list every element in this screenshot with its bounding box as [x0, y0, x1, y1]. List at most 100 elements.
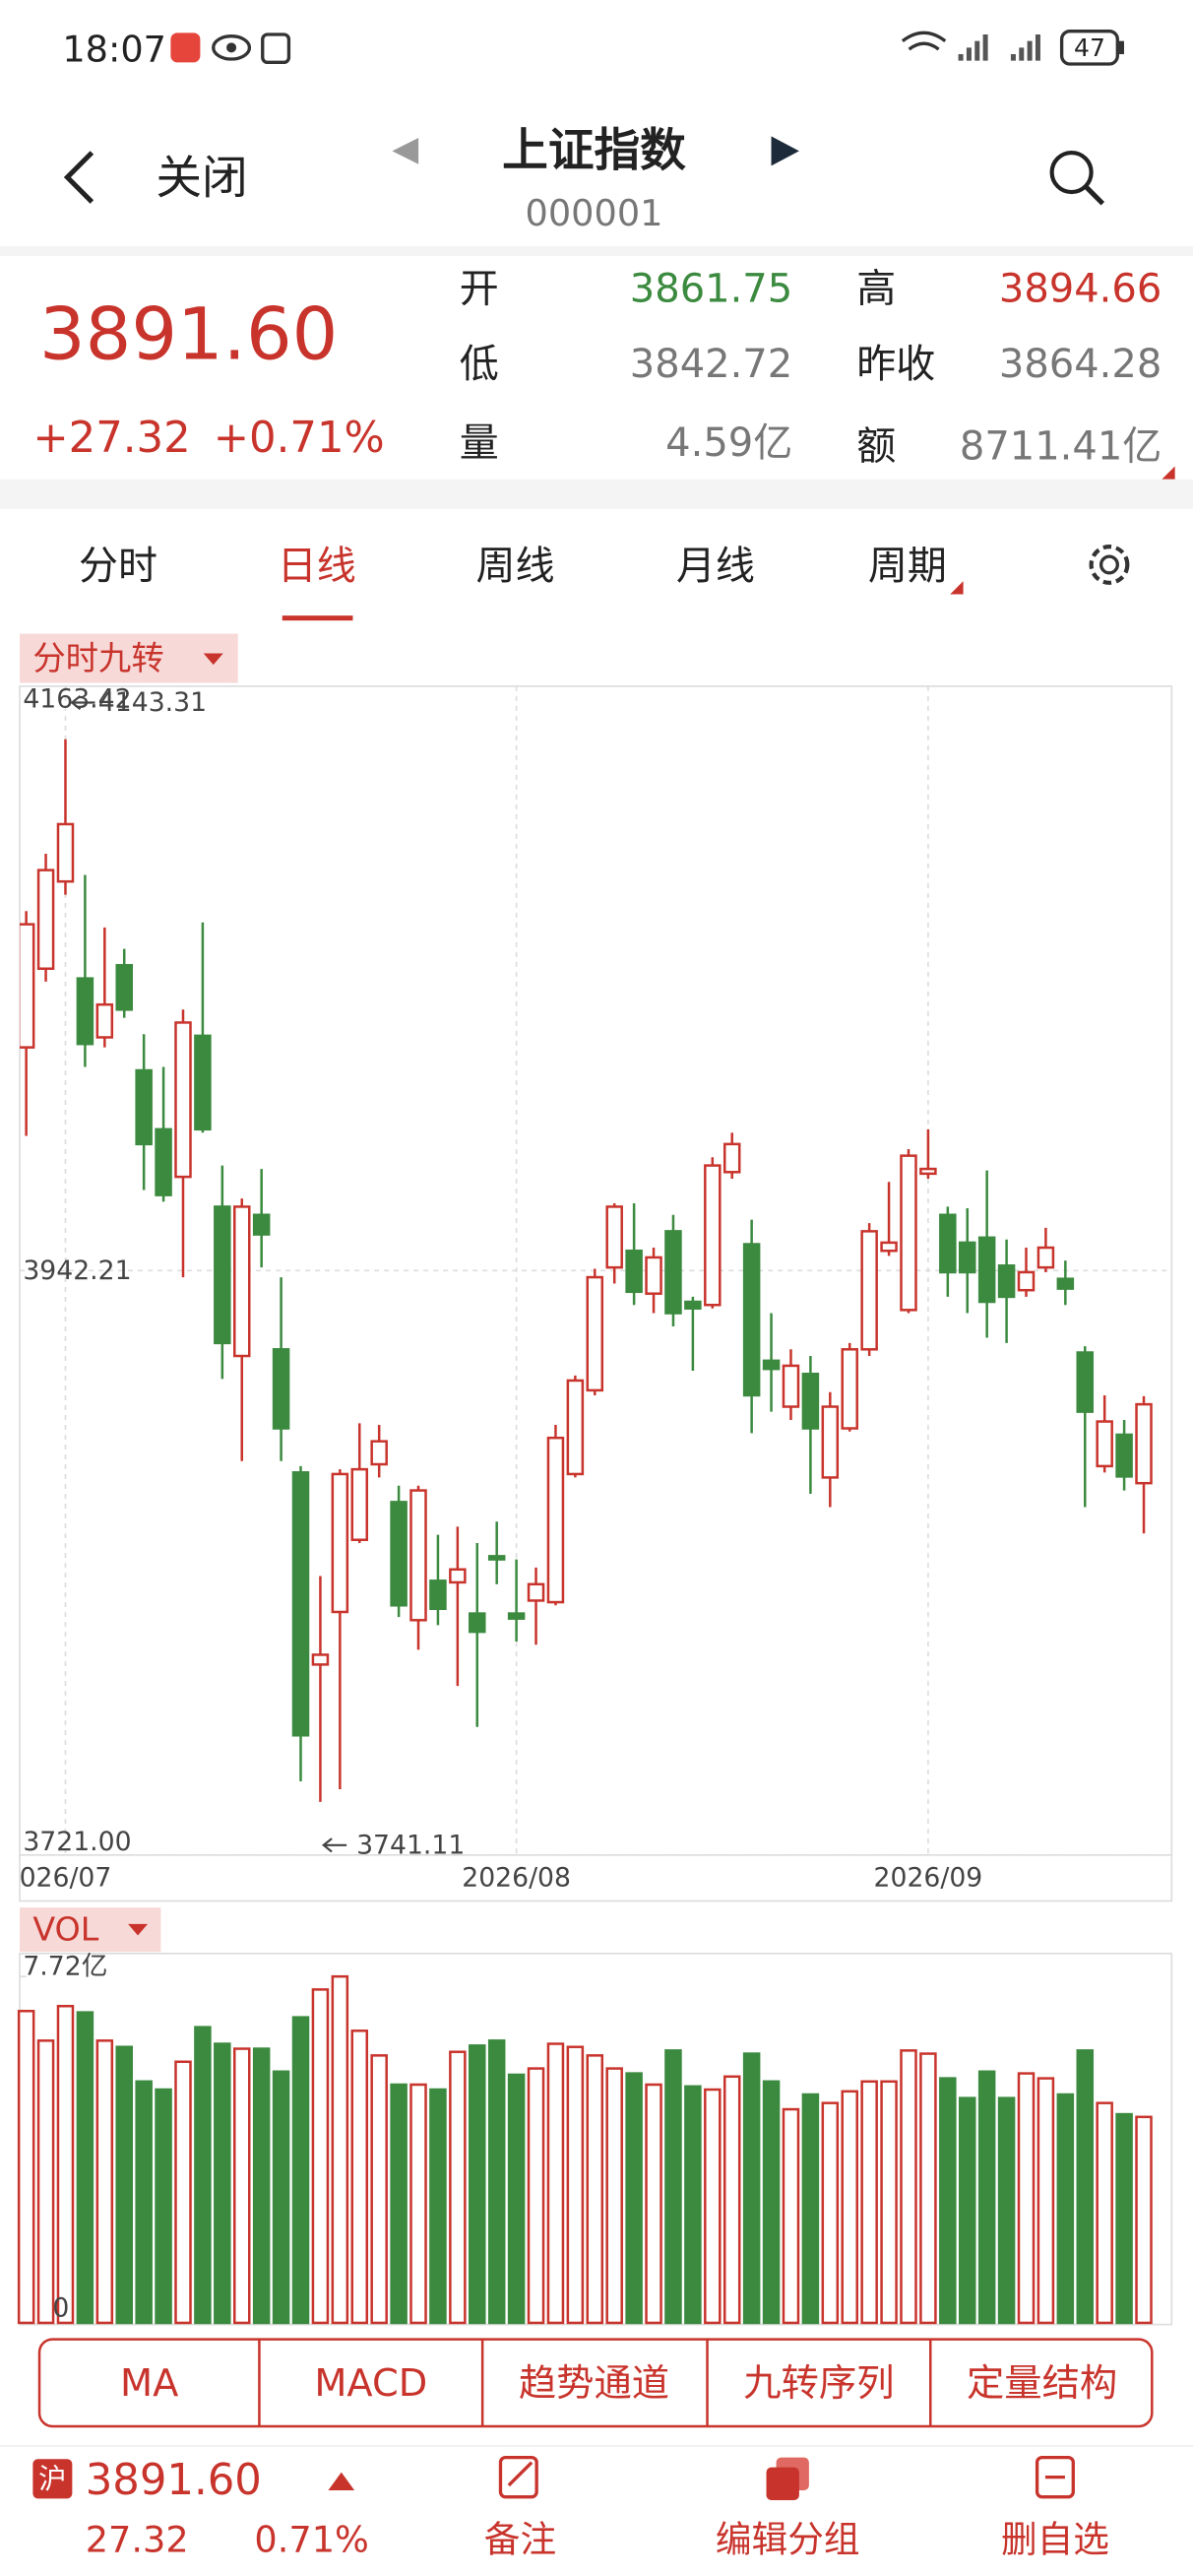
field-value: 3894.66 [999, 266, 1162, 311]
candle-body [194, 1034, 212, 1131]
next-arrow[interactable] [771, 136, 799, 166]
volume-bar [17, 2010, 35, 2325]
candle-body [958, 1241, 976, 1274]
candle-body [566, 1379, 585, 1476]
candle-body [20, 923, 35, 1049]
action-label[interactable]: 编辑分组 [716, 2518, 860, 2560]
candle-body [801, 1373, 820, 1430]
candle-body [546, 1436, 565, 1604]
indicator-tag[interactable] [20, 633, 238, 683]
price-chart: 026/07 2026/08 2026/09 4143.31 3741.11 [20, 685, 1172, 1894]
volume-bar [625, 2072, 643, 2325]
candle-body [742, 1243, 761, 1397]
candle-body [252, 1213, 271, 1236]
group-action[interactable]: 编辑分组 [716, 2457, 860, 2561]
dropdown-arrow [203, 653, 223, 666]
tab[interactable]: 周线 [475, 544, 554, 589]
settings-button[interactable] [1089, 545, 1130, 585]
volume-bar [821, 2101, 840, 2325]
battery [1059, 30, 1119, 66]
candle-body [449, 1568, 467, 1584]
tool-button[interactable]: 趋势通道 [519, 2361, 669, 2406]
volume-bar [507, 2073, 526, 2325]
field-value: 3861.75 [630, 266, 792, 311]
group-icon-front [766, 2467, 799, 2500]
candle-body [1115, 1433, 1133, 1478]
candle-body [997, 1264, 1016, 1299]
action-label[interactable]: 删自选 [1001, 2518, 1109, 2560]
footer-price: 3891.60 [86, 2456, 262, 2505]
candle-body [469, 1612, 486, 1634]
candle-body [939, 1213, 957, 1274]
volume-bar [841, 2090, 858, 2325]
candle-body [135, 1068, 153, 1146]
tab-active[interactable]: 日线 [278, 544, 356, 589]
y-tick-label: 4163.42 [23, 684, 131, 715]
candle-body [409, 1489, 427, 1622]
prev-arrow[interactable] [392, 138, 419, 164]
footer-change-pct: 0.71% [254, 2518, 368, 2560]
field-label: 高 [856, 266, 896, 311]
back-chevron [63, 151, 94, 204]
tool-button[interactable]: 定量结构 [967, 2361, 1117, 2406]
field-label: 开 [460, 266, 499, 311]
candle-body [722, 1142, 741, 1174]
search-circle [1049, 150, 1094, 195]
tool-button[interactable]: 九转序列 [743, 2361, 894, 2406]
volume-bar [370, 2054, 388, 2325]
candle-body [684, 1300, 702, 1310]
x-tick-label: 2026/09 [874, 1863, 983, 1894]
field-value: 3842.72 [630, 342, 792, 387]
search-button[interactable] [1049, 150, 1105, 206]
volume-bar [977, 2070, 996, 2325]
candle-body [527, 1582, 545, 1602]
volume-bar [1036, 2077, 1055, 2325]
signal-2 [1010, 34, 1040, 61]
tab[interactable]: 月线 [676, 544, 755, 589]
tool-bar [37, 2338, 1154, 2428]
candle-body [919, 1167, 937, 1176]
candle-body [174, 1021, 192, 1179]
candle-body [821, 1405, 840, 1479]
tab[interactable]: 分时 [79, 544, 157, 589]
volume-bar [605, 2067, 623, 2325]
gear-outer [1089, 545, 1130, 585]
vol-label[interactable]: VOL [32, 1909, 98, 1948]
back-button[interactable]: 关闭 [63, 151, 248, 206]
volume-bar [449, 2050, 467, 2325]
action-label[interactable]: 备注 [484, 2518, 556, 2560]
high-annotation: 4143.31 [98, 687, 207, 718]
candle-body [390, 1501, 408, 1607]
price-change: +27.32 [32, 414, 190, 463]
candle-body [977, 1236, 996, 1304]
candle-body [1135, 1402, 1153, 1485]
tab-underline [282, 615, 353, 621]
tool-button[interactable]: MACD [314, 2361, 427, 2406]
volume-bar [409, 2083, 427, 2325]
tab[interactable]: 周期 [868, 544, 947, 589]
volume-chart [17, 1974, 1153, 2325]
candle-body [860, 1230, 878, 1351]
divider [0, 479, 1193, 509]
remove-action[interactable]: 删自选 [1001, 2455, 1109, 2561]
volume-bar [214, 2042, 231, 2325]
tool-button[interactable]: MA [120, 2361, 178, 2406]
candle-body [605, 1205, 623, 1269]
volume-bar [782, 2107, 800, 2325]
corner-mark [1162, 466, 1175, 480]
back-label[interactable]: 关闭 [156, 153, 247, 206]
y-tick-label: 0 [52, 2292, 69, 2323]
x-tick-label: 026/07 [20, 1863, 112, 1894]
volume-bar [155, 2088, 172, 2325]
candle-body [487, 1555, 506, 1561]
y-tick-label: 7.72亿 [23, 1952, 107, 1982]
candle-body [232, 1205, 251, 1358]
candle-body [311, 1653, 330, 1666]
note-action[interactable]: 备注 [484, 2455, 556, 2561]
note-pen [507, 2461, 534, 2487]
volume-bar [939, 2077, 957, 2325]
volume-bar [997, 2096, 1016, 2325]
candle-body [95, 1002, 114, 1039]
candle-body [272, 1348, 290, 1430]
indicator-label[interactable]: 分时九转 [32, 639, 163, 677]
